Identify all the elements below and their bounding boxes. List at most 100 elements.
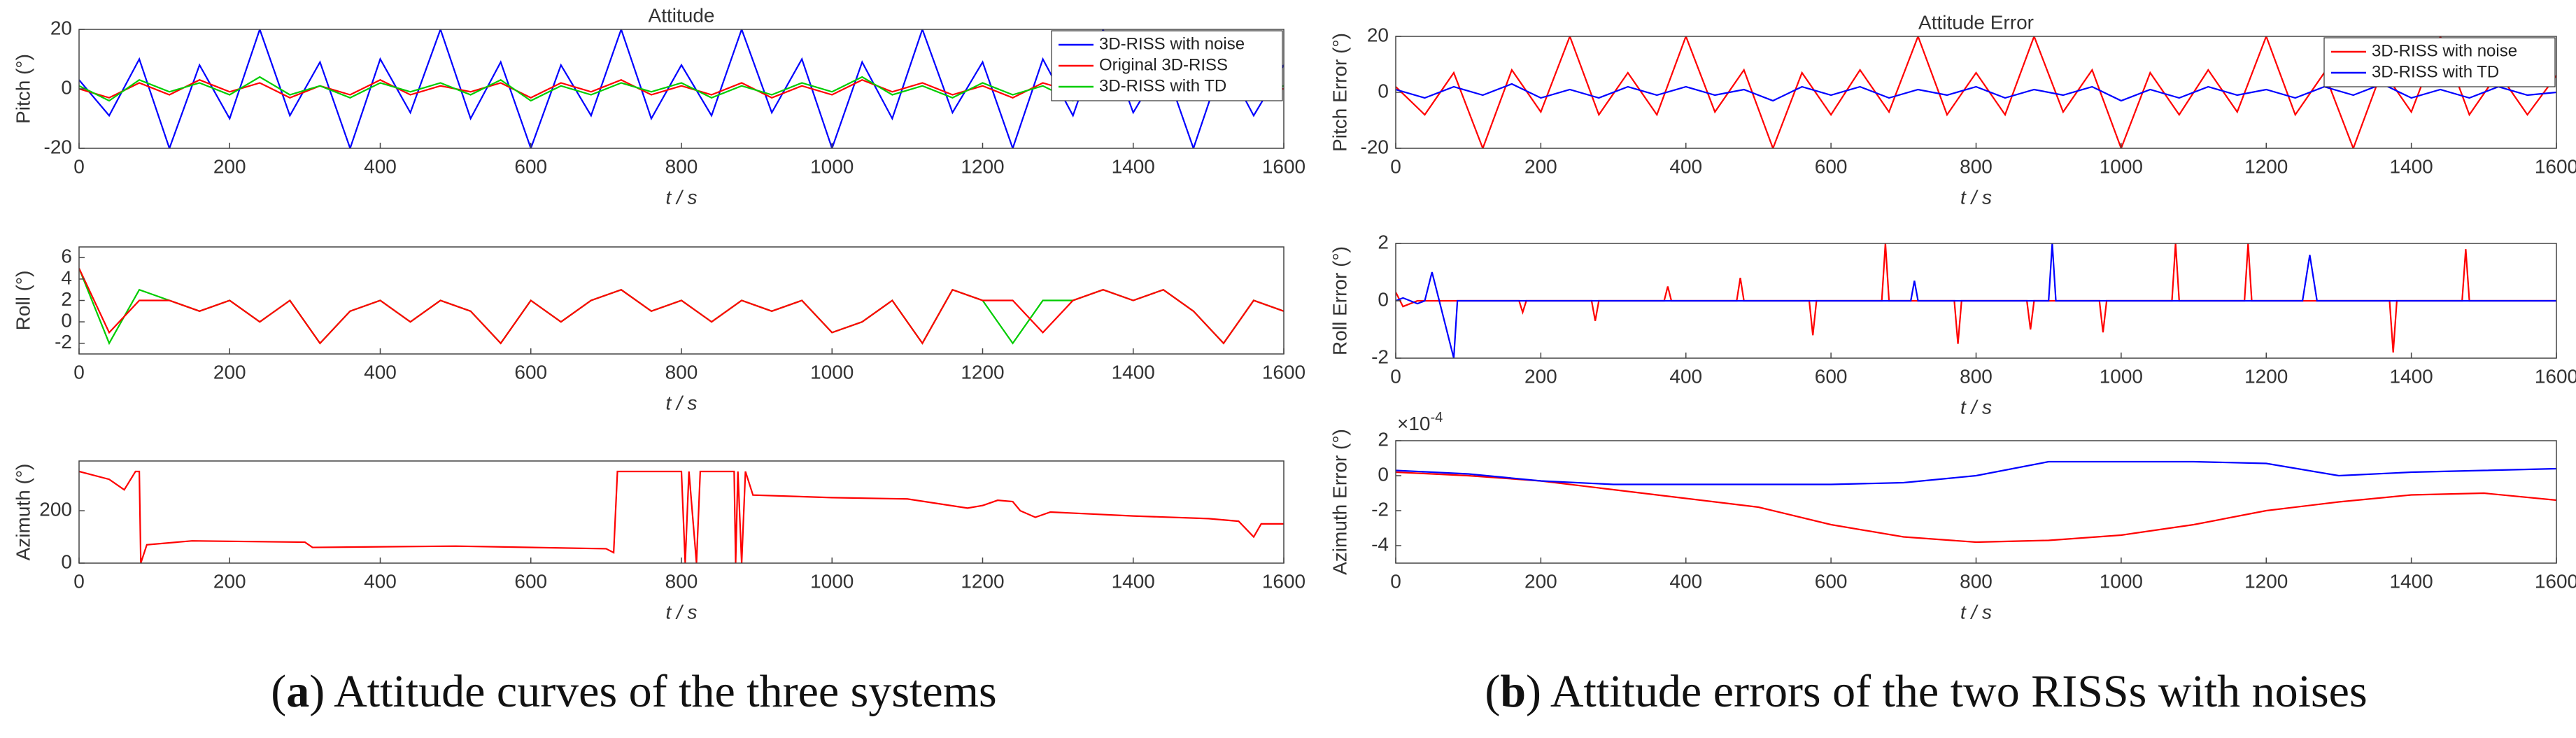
x-tick-label: 0 [1390,570,1401,592]
series-line [79,268,1284,345]
x-tick-label: 800 [665,570,698,592]
y-tick-label: 0 [1378,288,1389,310]
caption: (a) Attitude curves of the three systems [271,666,996,717]
series-line [1396,243,2556,358]
x-tick-label: 1600 [2535,365,2576,387]
plot-area [1396,460,2556,544]
legend-box [2323,37,2556,87]
y-tick-label: -4 [1371,533,1389,555]
y-tick-label: 4 [61,267,72,288]
plot-area [79,470,1284,563]
x-tick-label: 800 [665,361,698,383]
caption-part: ) Attitude errors of the two RISSs with … [1526,666,2368,717]
y-axis-label: Azimuth Error (°) [1329,429,1350,575]
legend-label: 3D-RISS with TD [2372,62,2499,81]
legend-label: 3D-RISS with noise [1099,34,1245,53]
x-axis-label: t / s [1960,601,1992,623]
x-tick-label: 1600 [2535,155,2576,177]
x-tick-label: 1400 [2389,155,2433,177]
x-axis-label: t / s [1960,186,1992,208]
x-tick-label: 1400 [2389,365,2433,387]
x-tick-label: 1200 [2244,365,2288,387]
y-tick-label: -2 [1371,498,1389,520]
chart-title: Attitude Error [1918,11,2034,33]
x-tick-label: 400 [1669,365,1702,387]
x-tick-label: 400 [1669,155,1702,177]
x-tick-label: 600 [514,570,547,592]
caption-part: ( [271,666,286,717]
legend-label: 3D-RISS with noise [2372,41,2517,60]
y-axis-label: Roll (°) [12,271,34,331]
series-line [1396,460,2556,485]
plot-area [79,268,1284,346]
x-tick-label: 0 [1390,365,1401,387]
x-tick-label: 1600 [2535,570,2576,592]
caption-part: a [286,666,309,717]
x-tick-label: 1000 [810,570,854,592]
x-tick-label: 800 [1960,365,1993,387]
y-axis-label: Roll Error (°) [1329,246,1350,355]
x-tick-label: 0 [73,570,85,592]
legend-label: Original 3D-RISS [1099,55,1228,74]
y-tick-label: 2 [1378,428,1389,450]
x-tick-label: 200 [1524,365,1557,387]
x-tick-label: 1200 [961,155,1004,177]
x-tick-label: 1200 [2244,155,2288,177]
y-tick-label: 2 [61,288,72,310]
y-tick-label: -2 [1371,346,1389,367]
x-tick-label: 0 [1390,155,1401,177]
plot-area [1396,243,2556,358]
x-tick-label: 1000 [2100,570,2143,592]
caption-part: b [1500,666,1526,717]
x-tick-label: 200 [1524,570,1557,592]
y-tick-label: 0 [61,309,72,331]
y-tick-label: -20 [44,136,72,157]
x-tick-label: 0 [73,361,85,383]
x-axis-label: t / s [665,186,697,208]
y-tick-label: 0 [1378,80,1389,101]
y-tick-label: 0 [61,76,72,98]
x-tick-label: 800 [665,155,698,177]
series-line [1396,36,2556,148]
x-tick-label: 1200 [961,570,1004,592]
x-tick-label: 1400 [1112,361,1155,383]
y-tick-label: 0 [61,551,72,572]
legend-label: 3D-RISS with TD [1099,76,1226,95]
x-axis-label: t / s [1960,396,1992,418]
x-tick-label: 1000 [2100,155,2143,177]
y-tick-label: 6 [61,246,72,267]
y-tick-label: -2 [55,331,72,353]
x-tick-label: 1400 [2389,570,2433,592]
x-tick-label: 400 [364,155,397,177]
x-tick-label: 600 [1815,155,1848,177]
axis-multiplier: ×10-4 [1397,410,1443,434]
y-tick-label: 2 [1378,231,1389,253]
x-tick-label: 200 [213,155,246,177]
x-tick-label: 1400 [1112,155,1155,177]
x-tick-label: 200 [1524,155,1557,177]
multiplier-base: ×10 [1397,413,1431,434]
y-axis-label: Pitch (°) [12,54,34,124]
x-tick-label: 1000 [810,361,854,383]
series-line [79,470,1284,563]
series-line [1396,83,2556,102]
x-tick-label: 1600 [1262,570,1305,592]
x-tick-label: 400 [364,570,397,592]
caption-part: ( [1485,666,1500,717]
x-tick-label: 800 [1960,570,1993,592]
x-tick-label: 600 [514,155,547,177]
x-tick-label: 600 [1815,365,1848,387]
x-tick-label: 600 [1815,570,1848,592]
caption: (b) Attitude errors of the two RISSs wit… [1485,666,2367,717]
series-line [1396,471,2556,544]
y-tick-label: -20 [1361,136,1389,157]
x-tick-label: 1200 [961,361,1004,383]
series-line [1396,243,2556,353]
x-tick-label: 600 [514,361,547,383]
y-axis-label: Azimuth (°) [12,464,34,561]
x-tick-label: 0 [73,155,85,177]
caption-part: ) Attitude curves of the three systems [309,666,996,717]
x-axis-label: t / s [665,601,697,623]
x-tick-label: 1000 [2100,365,2143,387]
